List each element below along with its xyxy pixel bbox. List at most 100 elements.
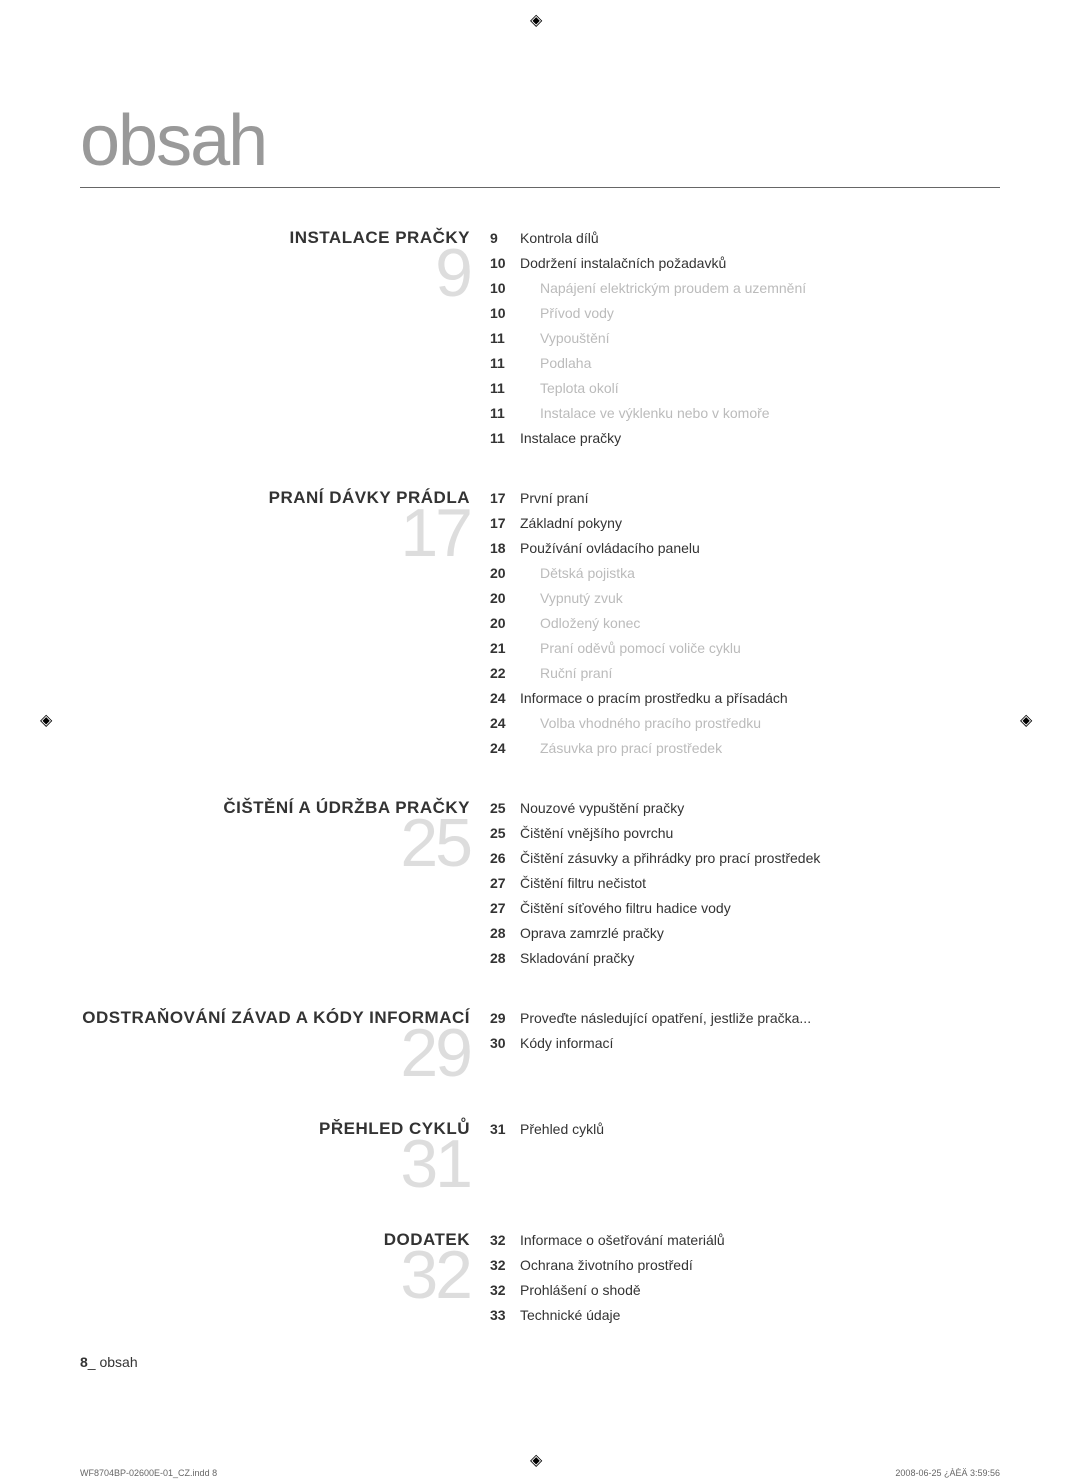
section-right: 25Nouzové vypuštění pračky25Čištění vněj… xyxy=(490,798,1000,973)
toc-item-text: Zásuvka pro prací prostředek xyxy=(520,738,1000,759)
section-number: 32 xyxy=(80,1245,470,1306)
toc-row: 24Volba vhodného pracího prostředku xyxy=(490,713,1000,734)
toc-item-text: Napájení elektrickým proudem a uzemnění xyxy=(520,278,1000,299)
toc-page-number: 11 xyxy=(490,428,520,449)
toc-row: 10Napájení elektrickým proudem a uzemněn… xyxy=(490,278,1000,299)
toc-page-number: 21 xyxy=(490,638,520,659)
toc-row: 27Čištění filtru nečistot xyxy=(490,873,1000,894)
toc-item-text: Podlaha xyxy=(520,353,1000,374)
toc-item-text: Kódy informací xyxy=(520,1033,1000,1054)
toc-item-text: Čištění síťového filtru hadice vody xyxy=(520,898,1000,919)
toc-item-text: Vypouštění xyxy=(520,328,1000,349)
toc-row: 27Čištění síťového filtru hadice vody xyxy=(490,898,1000,919)
toc-page-number: 11 xyxy=(490,403,520,424)
registration-mark-top: ◈ xyxy=(530,10,550,30)
toc-page-number: 28 xyxy=(490,948,520,969)
toc-row: 31Přehled cyklů xyxy=(490,1119,1000,1140)
toc-row: 10Přívod vody xyxy=(490,303,1000,324)
section-left: DODATEK32 xyxy=(80,1230,490,1330)
section-right: 32Informace o ošetřování materiálů32Ochr… xyxy=(490,1230,1000,1330)
toc-item-text: Čištění vnějšího povrchu xyxy=(520,823,1000,844)
toc-page-number: 32 xyxy=(490,1280,520,1301)
toc-page-number: 10 xyxy=(490,278,520,299)
toc-row: 30Kódy informací xyxy=(490,1033,1000,1054)
toc-page-number: 17 xyxy=(490,488,520,509)
toc-page-number: 22 xyxy=(490,663,520,684)
toc-item-text: Ruční praní xyxy=(520,663,1000,684)
toc-item-text: Vypnutý zvuk xyxy=(520,588,1000,609)
toc-row: 25Nouzové vypuštění pračky xyxy=(490,798,1000,819)
toc-page-number: 28 xyxy=(490,923,520,944)
toc-row: 20Dětská pojistka xyxy=(490,563,1000,584)
footer-page-number: 8 xyxy=(80,1354,88,1370)
toc-item-text: Přívod vody xyxy=(520,303,1000,324)
toc-row: 32Ochrana životního prostředí xyxy=(490,1255,1000,1276)
registration-mark-bottom: ◈ xyxy=(530,1450,550,1470)
toc-page-number: 11 xyxy=(490,378,520,399)
page-footer: 8_ obsah xyxy=(80,1354,138,1370)
toc-row: 9Kontrola dílů xyxy=(490,228,1000,249)
toc-row: 33Technické údaje xyxy=(490,1305,1000,1326)
toc-item-text: Nouzové vypuštění pračky xyxy=(520,798,1000,819)
sections-container: INSTALACE PRAČKY99Kontrola dílů10Dodržen… xyxy=(80,228,1000,1330)
toc-row: 28Skladování pračky xyxy=(490,948,1000,969)
toc-row: 24Informace o pracím prostředku a přísad… xyxy=(490,688,1000,709)
toc-page-number: 18 xyxy=(490,538,520,559)
toc-item-text: Praní oděvů pomocí voliče cyklu xyxy=(520,638,1000,659)
toc-item-text: Dodržení instalačních požadavků xyxy=(520,253,1000,274)
toc-row: 17První praní xyxy=(490,488,1000,509)
page-title: obsah xyxy=(80,100,1000,188)
toc-page-number: 30 xyxy=(490,1033,520,1054)
toc-page-number: 20 xyxy=(490,613,520,634)
section-right: 31Přehled cyklů xyxy=(490,1119,1000,1195)
toc-page-number: 11 xyxy=(490,353,520,374)
toc-row: 20Odložený konec xyxy=(490,613,1000,634)
toc-item-text: Čištění zásuvky a přihrádky pro prací pr… xyxy=(520,848,1000,869)
print-file-info: WF8704BP-02600E-01_CZ.indd 8 xyxy=(80,1468,217,1478)
section-left: INSTALACE PRAČKY9 xyxy=(80,228,490,453)
registration-mark-left: ◈ xyxy=(40,710,60,730)
toc-item-text: Instalace pračky xyxy=(520,428,1000,449)
toc-row: 21Praní oděvů pomocí voliče cyklu xyxy=(490,638,1000,659)
toc-section: PŘEHLED CYKLŮ3131Přehled cyklů xyxy=(80,1119,1000,1195)
section-number: 31 xyxy=(80,1134,470,1195)
toc-page-number: 29 xyxy=(490,1008,520,1029)
section-left: ČIŠTĚNÍ A ÚDRŽBA PRAČKY25 xyxy=(80,798,490,973)
toc-item-text: Základní pokyny xyxy=(520,513,1000,534)
toc-item-text: Odložený konec xyxy=(520,613,1000,634)
toc-item-text: Technické údaje xyxy=(520,1305,1000,1326)
toc-page-number: 17 xyxy=(490,513,520,534)
toc-item-text: Volba vhodného pracího prostředku xyxy=(520,713,1000,734)
toc-page-number: 27 xyxy=(490,873,520,894)
toc-page-number: 25 xyxy=(490,823,520,844)
toc-item-text: Oprava zamrzlé pračky xyxy=(520,923,1000,944)
section-left: ODSTRAŇOVÁNÍ ZÁVAD A KÓDY INFORMACÍ29 xyxy=(80,1008,490,1084)
toc-row: 11Instalace pračky xyxy=(490,428,1000,449)
section-right: 9Kontrola dílů 10Dodržení instalačních po… xyxy=(490,228,1000,453)
toc-page-number: 33 xyxy=(490,1305,520,1326)
print-date-info: 2008-06-25 ¿ÀÈÄ 3:59:56 xyxy=(895,1468,1000,1478)
toc-row: 11Podlaha xyxy=(490,353,1000,374)
toc-page-number: 25 xyxy=(490,798,520,819)
toc-item-text: První praní xyxy=(520,488,1000,509)
toc-item-text: Informace o ošetřování materiálů xyxy=(520,1230,1000,1251)
toc-item-text: Přehled cyklů xyxy=(520,1119,1000,1140)
toc-page-number: 24 xyxy=(490,738,520,759)
section-right: 17První praní17Základní pokyny18Používán… xyxy=(490,488,1000,763)
toc-row: 10Dodržení instalačních požadavků xyxy=(490,253,1000,274)
toc-item-text: Ochrana životního prostředí xyxy=(520,1255,1000,1276)
toc-section: ČIŠTĚNÍ A ÚDRŽBA PRAČKY2525Nouzové vypuš… xyxy=(80,798,1000,973)
toc-page-number: 32 xyxy=(490,1230,520,1251)
section-left: PRANÍ DÁVKY PRÁDLA17 xyxy=(80,488,490,763)
registration-mark-right: ◈ xyxy=(1020,710,1040,730)
toc-page-number: 9 xyxy=(490,228,520,249)
toc-item-text: Instalace ve výklenku nebo v komoře xyxy=(520,403,1000,424)
toc-row: 17Základní pokyny xyxy=(490,513,1000,534)
toc-row: 18Používání ovládacího panelu xyxy=(490,538,1000,559)
toc-page-number: 26 xyxy=(490,848,520,869)
toc-page-number: 24 xyxy=(490,713,520,734)
toc-row: 32Informace o ošetřování materiálů xyxy=(490,1230,1000,1251)
section-number: 9 xyxy=(80,243,470,304)
toc-item-text: Dětská pojistka xyxy=(520,563,1000,584)
toc-item-text: Kontrola dílů xyxy=(520,228,1000,249)
